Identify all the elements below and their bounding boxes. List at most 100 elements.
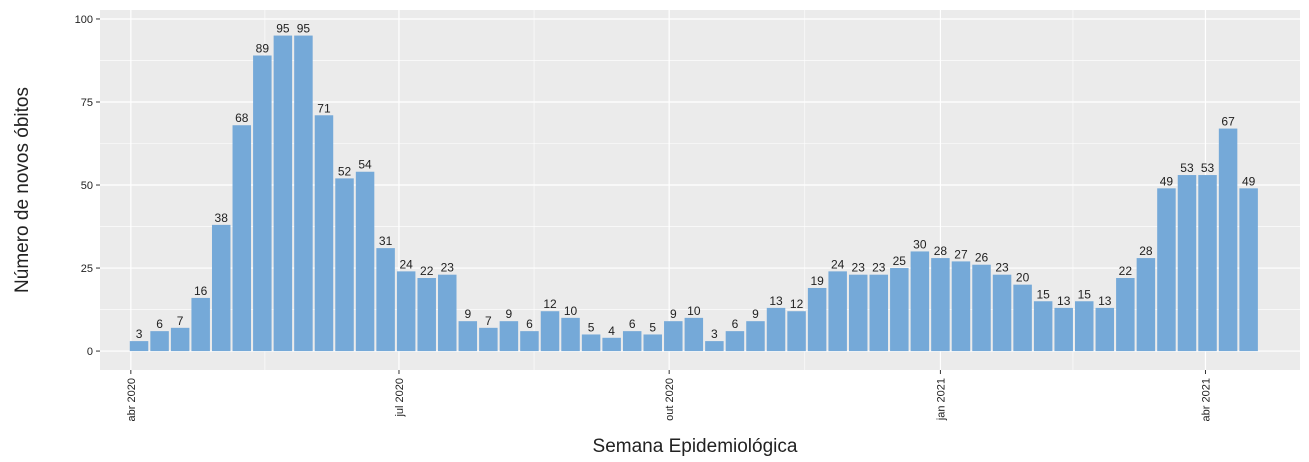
bar: [622, 331, 642, 352]
data-label: 68: [235, 111, 249, 125]
data-label: 15: [1036, 287, 1050, 301]
data-label: 12: [543, 297, 557, 311]
data-label: 5: [588, 320, 595, 334]
bar: [643, 334, 662, 352]
bar: [931, 258, 950, 352]
data-label: 23: [852, 261, 866, 275]
bar: [355, 171, 375, 352]
data-label: 22: [420, 264, 434, 278]
x-tick-label: jul 2020: [394, 378, 406, 418]
data-label: 71: [317, 101, 331, 115]
data-label: 6: [156, 317, 163, 331]
data-label: 13: [1098, 294, 1112, 308]
bar: [314, 115, 334, 352]
y-axis-title: Número de novos óbitos: [12, 87, 33, 293]
bar: [540, 311, 560, 352]
bar: [1075, 301, 1094, 352]
data-label: 22: [1119, 264, 1133, 278]
data-label: 10: [564, 304, 578, 318]
data-label: 95: [297, 22, 311, 36]
bar: [664, 321, 683, 352]
bar: [129, 341, 149, 352]
bar: [1054, 307, 1073, 352]
y-tick-label: 50: [81, 180, 93, 192]
bar: [1239, 188, 1258, 352]
bar: [828, 271, 847, 352]
data-label: 31: [379, 234, 393, 248]
data-label: 28: [1139, 244, 1153, 258]
bar: [1198, 175, 1217, 352]
bar: [253, 55, 272, 352]
data-label: 9: [464, 307, 471, 321]
data-label: 3: [711, 327, 718, 341]
data-label: 12: [790, 297, 804, 311]
bar: [1116, 278, 1135, 352]
bar: [376, 248, 395, 352]
data-label: 49: [1160, 174, 1174, 188]
data-label: 6: [526, 317, 533, 331]
bar: [150, 331, 169, 352]
bar: [725, 331, 745, 352]
data-label: 3: [136, 327, 143, 341]
bar: [787, 311, 806, 352]
bar: [396, 271, 416, 352]
bar: [684, 317, 704, 352]
bar: [520, 331, 539, 352]
bar: [191, 297, 210, 352]
bar: [951, 261, 971, 352]
bar: [910, 251, 930, 352]
bar: [890, 268, 909, 352]
data-label: 38: [215, 211, 229, 225]
bar: [766, 307, 786, 352]
data-label: 24: [831, 257, 845, 271]
bar: [479, 327, 498, 352]
bar: [848, 274, 868, 352]
data-label: 13: [769, 294, 783, 308]
data-label: 19: [810, 274, 824, 288]
data-label: 28: [934, 244, 948, 258]
data-label: 9: [752, 307, 759, 321]
bar: [992, 274, 1012, 352]
data-label: 52: [338, 164, 352, 178]
data-label: 49: [1242, 174, 1256, 188]
data-label: 95: [276, 22, 290, 36]
data-label: 7: [177, 314, 184, 328]
x-tick-label: abr 2021: [1200, 378, 1212, 421]
bar: [1033, 301, 1053, 352]
data-label: 23: [441, 261, 455, 275]
data-label: 27: [954, 247, 968, 261]
bar: [705, 341, 724, 352]
data-label: 7: [485, 314, 492, 328]
data-label: 5: [649, 320, 656, 334]
bar: [1136, 258, 1156, 352]
data-label: 23: [995, 261, 1009, 275]
bar: [1177, 175, 1197, 352]
data-label: 9: [670, 307, 677, 321]
data-label: 53: [1180, 161, 1194, 175]
bar: [335, 178, 354, 352]
data-label: 16: [194, 284, 208, 298]
bar: [438, 274, 457, 352]
data-label: 67: [1221, 115, 1235, 129]
bar: [273, 35, 293, 352]
data-label: 20: [1016, 271, 1030, 285]
bar: [417, 278, 436, 352]
x-axis-title: Semana Epidemiológica: [593, 436, 798, 457]
data-label: 23: [872, 261, 886, 275]
data-label: 9: [506, 307, 513, 321]
data-label: 6: [629, 317, 636, 331]
y-tick-label: 25: [81, 263, 93, 275]
data-label: 25: [893, 254, 907, 268]
bar: [1095, 307, 1115, 352]
data-label: 6: [732, 317, 739, 331]
data-label: 53: [1201, 161, 1215, 175]
data-label: 13: [1057, 294, 1071, 308]
data-label: 89: [256, 41, 270, 55]
bar: [869, 274, 889, 352]
bar: [232, 125, 252, 352]
bar: [807, 287, 827, 352]
bar: [294, 35, 313, 352]
y-tick-label: 75: [81, 97, 93, 109]
data-label: 4: [608, 324, 615, 338]
